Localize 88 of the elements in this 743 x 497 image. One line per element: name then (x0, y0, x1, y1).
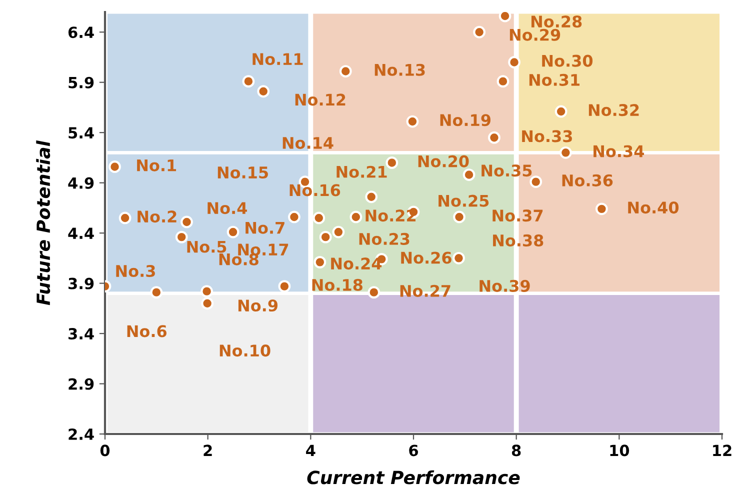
annotation: No.21 (336, 166, 387, 178)
x-tick-label: 6 (409, 444, 418, 456)
annotation: No.33 (522, 130, 572, 142)
point (150, 286, 163, 299)
annotation: No.2 (138, 210, 176, 223)
annotation: No.3 (116, 264, 155, 278)
annotation: No.20 (418, 155, 469, 168)
x-axis-title: Current Performance (307, 470, 520, 484)
annotation: No.24 (331, 258, 382, 270)
annotation: No.14 (282, 137, 334, 149)
point (488, 131, 500, 144)
point (508, 56, 520, 68)
annotation: No.25 (438, 194, 489, 207)
point (226, 226, 240, 238)
annotation: No.15 (218, 166, 268, 179)
annotation: No.1 (137, 159, 176, 172)
y-tick-label: 2.4 (68, 428, 94, 440)
x-tick-label: 10 (610, 444, 630, 456)
x-tick-label: 12 (713, 444, 732, 456)
point (554, 105, 568, 118)
y-tick-label: 5.9 (68, 76, 94, 88)
point (278, 280, 291, 292)
point (339, 65, 352, 78)
point (368, 286, 380, 299)
y-axis-title: Future Potential (36, 140, 50, 306)
annotation: No.32 (588, 104, 639, 116)
point (453, 210, 466, 224)
point (452, 252, 465, 264)
y-tick-label: 3.4 (68, 328, 94, 340)
y-tick-label: 4.9 (68, 177, 94, 189)
annotation: No.39 (480, 280, 530, 292)
point (386, 156, 398, 169)
y-tick-label: 5.4 (68, 127, 94, 139)
annotation: No.26 (401, 252, 452, 264)
y-tick-label: 2.9 (68, 378, 94, 390)
point (180, 216, 193, 228)
annotation: No.6 (127, 325, 167, 338)
annotation: No.31 (529, 74, 580, 86)
point (365, 190, 378, 204)
point (201, 297, 214, 310)
annotation: No.12 (295, 94, 346, 106)
point (118, 212, 132, 224)
x-tick-label: 8 (512, 444, 521, 456)
point (530, 176, 542, 188)
point (288, 210, 300, 224)
annotation: No.23 (359, 232, 410, 246)
annotation: No.36 (562, 174, 613, 186)
point (496, 75, 510, 88)
point (350, 210, 362, 224)
annotation: No.10 (220, 344, 270, 357)
annotation: No.38 (493, 234, 544, 247)
annotation: No.16 (290, 184, 340, 196)
point (462, 168, 476, 181)
point (108, 160, 121, 173)
annotation: No.13 (374, 64, 425, 76)
x-tick-label: 4 (306, 444, 316, 456)
point (498, 12, 512, 22)
annotation: No.40 (628, 201, 679, 214)
annotation: No.35 (482, 164, 532, 177)
point (200, 285, 213, 298)
point (242, 75, 255, 88)
point (319, 230, 332, 244)
y-tick-label: 3.9 (68, 278, 94, 290)
annotation: No.7 (246, 222, 284, 234)
point (406, 115, 419, 128)
annotation: No.30 (542, 54, 593, 67)
x-tick-label: 0 (100, 444, 110, 456)
point (332, 226, 345, 238)
annotation: No.5 (187, 240, 226, 253)
annotation: No.19 (440, 114, 490, 126)
annotation: No.34 (594, 145, 644, 158)
point (312, 212, 326, 224)
annotation: No.9 (238, 299, 278, 312)
point (175, 230, 188, 244)
point (560, 146, 572, 159)
annotation: No.28 (531, 16, 582, 28)
annotation: No.11 (252, 53, 303, 66)
x-tick-label: 2 (204, 444, 212, 456)
annotation: No.27 (400, 284, 450, 297)
point (257, 85, 270, 98)
y-tick-label: 6.4 (68, 26, 94, 38)
annotation: No.4 (208, 202, 247, 214)
point (473, 26, 486, 38)
point (595, 202, 608, 216)
annotation: No.18 (312, 278, 362, 291)
annotation: No.37 (492, 210, 543, 222)
point (314, 256, 326, 268)
y-tick-label: 4.4 (68, 228, 94, 239)
